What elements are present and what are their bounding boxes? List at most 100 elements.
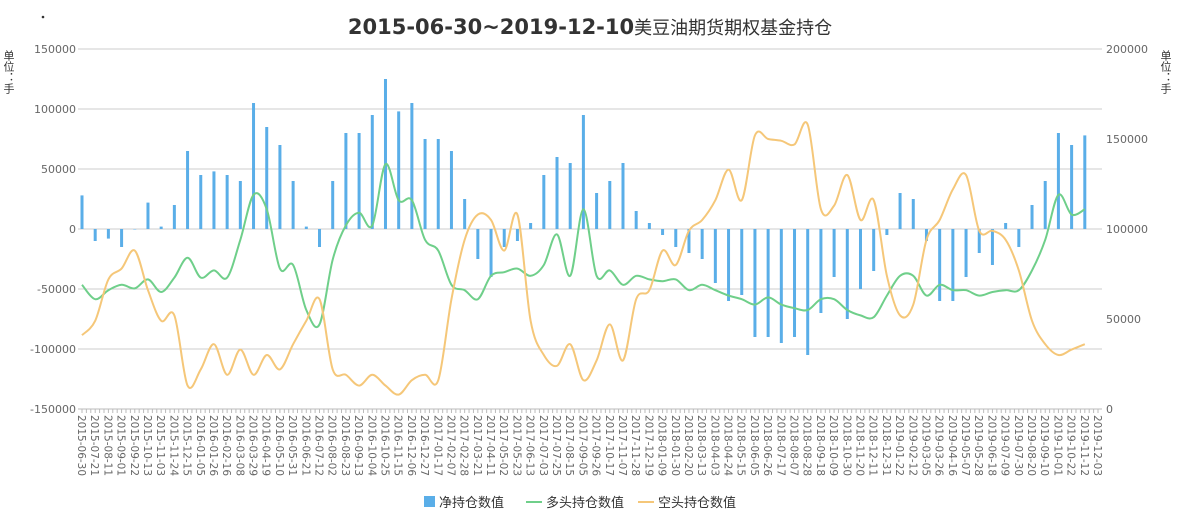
x-axis: 2015-06-30 2015-07-21 2015-08-11 2015-09-01… [75, 408, 1103, 476]
y-tick-left: -100000 [30, 343, 76, 356]
net-position-bar [661, 229, 665, 235]
y-tick-left: 0 [69, 223, 76, 236]
x-tick-label: 2015-07-21 [88, 415, 100, 476]
legend-label[interactable]: 空头持仓数值 [658, 495, 736, 511]
y-axis-label-right: 单位：手 [1159, 50, 1172, 94]
x-tick-label: 2019-08-20 [1025, 415, 1037, 476]
x-tick-label: 2016-10-25 [378, 415, 390, 476]
x-tick-label: 2019-12-03 [1091, 415, 1103, 476]
net-position-bar [172, 205, 176, 229]
net-position-bar [766, 229, 770, 337]
net-position-bars [80, 79, 1087, 355]
net-position-bar [872, 229, 876, 271]
x-tick-label: 2015-09-22 [128, 415, 140, 476]
net-position-bar [133, 229, 137, 230]
y-tick-right: 200000 [1106, 43, 1148, 56]
net-position-bar [80, 195, 84, 229]
net-position-bar [885, 229, 889, 235]
x-tick-label: 2017-09-26 [590, 415, 602, 476]
y-tick-left: -50000 [37, 283, 76, 296]
net-position-bar [225, 175, 229, 229]
x-tick-label: 2019-09-10 [1038, 415, 1050, 476]
x-tick-label: 2019-05-07 [959, 415, 971, 476]
net-position-bar [331, 181, 335, 229]
x-tick-label: 2017-03-21 [471, 415, 483, 476]
net-position-bar [581, 115, 585, 229]
net-position-bar [1083, 135, 1087, 229]
y-tick-left: 50000 [41, 163, 76, 176]
net-position-bar [370, 115, 374, 229]
x-tick-label: 2018-12-31 [880, 415, 892, 476]
net-position-bar [634, 211, 638, 229]
legend[interactable]: 净持仓数值 多头持仓数值 空头持仓数值 [424, 495, 736, 511]
net-position-bar [476, 229, 480, 259]
net-position-bar [713, 229, 717, 283]
net-position-bar [120, 229, 124, 247]
x-tick-label: 2017-04-11 [484, 415, 496, 476]
net-position-bar [542, 175, 546, 229]
net-position-bar [740, 229, 744, 295]
x-tick-label: 2018-08-07 [788, 415, 800, 476]
net-position-bar [199, 175, 203, 229]
x-tick-label: 2017-10-17 [603, 415, 615, 476]
x-tick-label: 2019-04-16 [946, 415, 958, 476]
net-position-bar [687, 229, 691, 253]
legend-label[interactable]: 净持仓数值 [439, 495, 504, 511]
x-tick-label: 2018-09-18 [814, 415, 826, 476]
net-position-bar [159, 226, 163, 229]
x-tick-label: 2019-11-12 [1078, 415, 1090, 476]
x-tick-label: 2015-11-03 [154, 415, 166, 476]
net-position-bar [436, 139, 440, 229]
net-position-bar [845, 229, 849, 319]
net-position-bar [555, 157, 559, 229]
net-position-bar [779, 229, 783, 343]
grid-lines [78, 48, 1102, 410]
long-position-line [81, 163, 1086, 329]
x-tick-label: 2016-03-29 [247, 415, 259, 476]
net-position-bar [238, 181, 242, 229]
x-tick-label: 2019-05-28 [972, 415, 984, 476]
x-tick-label: 2017-07-03 [537, 415, 549, 476]
x-tick-label: 2017-05-23 [510, 415, 522, 476]
x-tick-label: 2018-05-15 [735, 415, 747, 476]
net-position-bar [898, 193, 902, 229]
x-tick-label: 2016-05-31 [286, 415, 298, 476]
net-position-bar [502, 229, 506, 247]
x-tick-label: 2018-04-24 [722, 415, 734, 476]
x-tick-label: 2018-10-30 [840, 415, 852, 476]
net-position-bar [489, 229, 493, 277]
y-axis-label-left: 单位：手 [2, 50, 15, 94]
net-position-bar [621, 163, 625, 229]
x-tick-label: 2016-08-23 [339, 415, 351, 476]
net-position-bar [1017, 229, 1021, 247]
net-position-bar [832, 229, 836, 277]
x-tick-label: 2015-12-15 [181, 415, 193, 476]
net-position-bar [146, 202, 150, 229]
net-position-bar [186, 151, 190, 229]
x-tick-label: 2018-06-05 [748, 415, 760, 476]
chart-title-text: 美豆油期货期权基金持仓 [634, 18, 832, 39]
net-position-bar [753, 229, 757, 337]
net-position-bar [858, 229, 862, 289]
net-position-bar [463, 199, 467, 229]
x-tick-label: 2019-07-30 [1012, 415, 1024, 476]
x-tick-label: 2017-07-25 [550, 415, 562, 476]
net-position-bar [449, 151, 453, 229]
corner-dot [41, 15, 45, 19]
x-tick-label: 2015-09-01 [115, 415, 127, 476]
x-tick-label: 2016-01-05 [194, 415, 206, 476]
x-tick-label: 2019-06-18 [985, 415, 997, 476]
net-position-bar [515, 229, 519, 241]
x-tick-label: 2019-10-01 [1051, 415, 1063, 476]
net-position-bar [938, 229, 942, 301]
net-position-bar [806, 229, 810, 355]
x-tick-label: 2016-01-26 [207, 415, 219, 476]
legend-label[interactable]: 多头持仓数值 [546, 495, 624, 511]
net-position-bar [1056, 133, 1060, 229]
net-position-bar [423, 139, 427, 229]
x-tick-label: 2018-02-20 [682, 415, 694, 476]
legend-swatch-bar[interactable] [424, 496, 435, 507]
net-position-bar [727, 229, 731, 301]
x-tick-label: 2016-05-10 [273, 415, 285, 476]
